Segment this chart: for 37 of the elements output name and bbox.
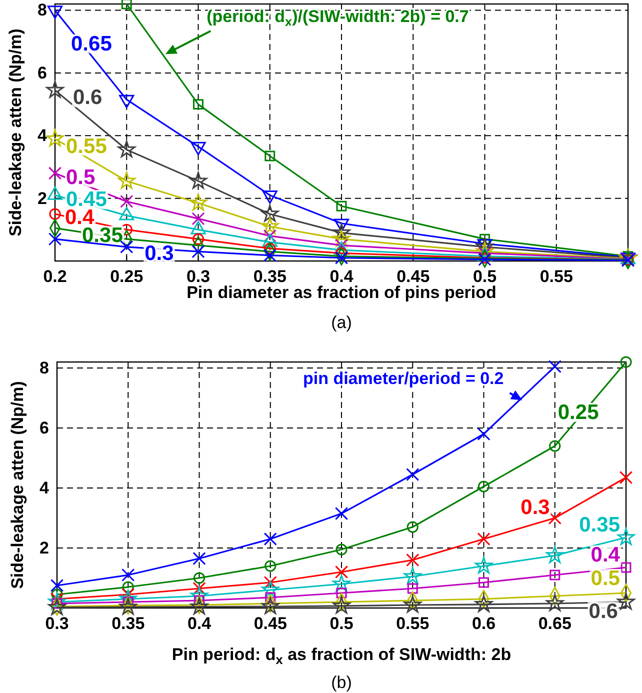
text: (b) — [331, 673, 352, 692]
series-label: 0.35 — [82, 224, 124, 248]
series-label: 0.65 — [71, 32, 112, 56]
series-label: 0.3 — [144, 242, 174, 265]
x-tick-label: 0.55 — [540, 267, 573, 286]
series-label: 0.5 — [590, 567, 620, 590]
y-tick-label: 2 — [40, 538, 49, 558]
x-tick-label: 0.25 — [110, 267, 144, 286]
series-label: pin diameter/period = 0.2 — [302, 369, 504, 388]
series-label: 0.6 — [73, 86, 102, 110]
y-tick-label: 4 — [38, 126, 48, 146]
text: (period: d$_{x}$)/(SIW-width: 2b) = 0.7 — [206, 7, 469, 29]
y-tick-label: 4 — [40, 478, 50, 498]
y-tick-label: 8 — [40, 358, 49, 378]
y-axis-title: Side-leakage atten (Np/m) — [8, 381, 27, 589]
x-tick-label: 0.3 — [45, 614, 69, 634]
series-label: 0.25 — [558, 401, 600, 424]
x-tick-label: 0.4 — [187, 614, 212, 634]
x-tick-label: 0.65 — [538, 614, 572, 634]
x-tick-label: 0.2 — [43, 267, 67, 286]
series-label: 0.3 — [520, 496, 550, 519]
x-tick-label: 0.45 — [254, 614, 287, 634]
y-tick-label: 6 — [38, 63, 47, 82]
series-label: 0.35 — [579, 514, 620, 536]
x-tick-label: 0.35 — [112, 614, 145, 634]
y-tick-label: 8 — [38, 0, 47, 20]
y-tick-label: 2 — [38, 188, 47, 208]
series-label: 0.4 — [590, 544, 620, 566]
x-tick-label: 0.55 — [396, 614, 430, 634]
series-label: 0.5 — [66, 166, 96, 190]
y-tick-label: 6 — [40, 418, 49, 438]
series-label: 0.55 — [66, 134, 108, 158]
x-axis-title: Pin period: d$_{x}$ as fraction of SIW-width: 2b — [172, 645, 512, 667]
x-tick-label: 0.6 — [472, 614, 496, 634]
y-axis-title: Side-leakage atten (Np/m) — [6, 28, 25, 236]
x-tick-label: 0.5 — [330, 614, 354, 634]
text: (a) — [331, 313, 352, 332]
